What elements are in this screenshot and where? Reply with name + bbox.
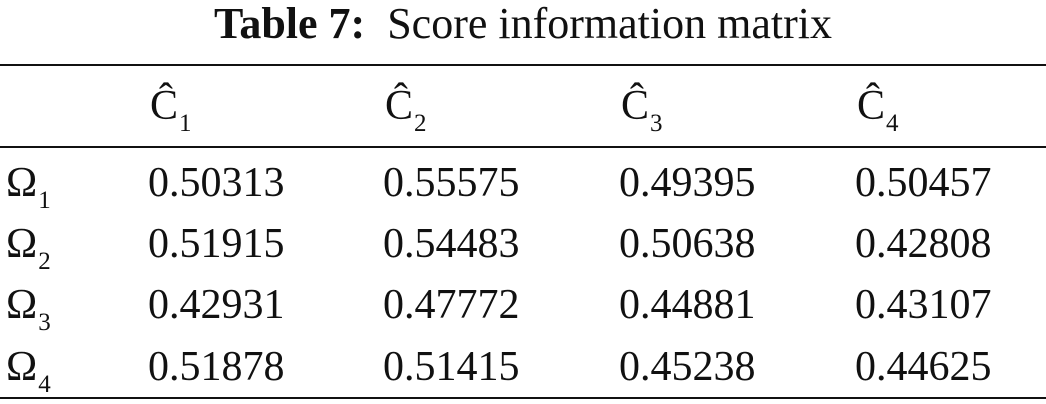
cell-value: 0.47772 — [383, 282, 520, 328]
column-header-subscript: 4 — [886, 110, 899, 137]
row-label-base: Ω — [6, 160, 38, 206]
row-label: Ω1 — [6, 160, 51, 213]
cell-value: 0.44881 — [619, 282, 756, 328]
row-label-base: Ω — [6, 221, 38, 267]
column-header-base: Ĉ — [621, 83, 650, 129]
cell-value: 0.51915 — [148, 221, 285, 267]
cell-value: 0.50457 — [855, 160, 992, 206]
cell-value: 0.54483 — [383, 221, 520, 267]
top-rule — [0, 64, 1046, 66]
column-header-subscript: 3 — [650, 110, 663, 137]
column-header: Ĉ2 — [385, 83, 427, 136]
row-label-base: Ω — [6, 282, 38, 328]
bottom-rule — [0, 397, 1046, 399]
row-label-subscript: 3 — [38, 309, 51, 336]
cell-value: 0.43107 — [855, 282, 992, 328]
column-header-base: Ĉ — [385, 83, 414, 129]
cell-value: 0.42931 — [148, 282, 285, 328]
column-header-subscript: 1 — [179, 110, 192, 137]
cell-value: 0.51878 — [148, 344, 285, 390]
cell-value: 0.49395 — [619, 160, 756, 206]
cell-value: 0.50638 — [619, 221, 756, 267]
row-label: Ω4 — [6, 344, 51, 397]
row-label-subscript: 4 — [38, 371, 51, 398]
caption: Table 7: Score information matrix — [0, 0, 1046, 48]
column-header-base: Ĉ — [857, 83, 886, 129]
column-header-base: Ĉ — [150, 83, 179, 129]
row-label: Ω2 — [6, 221, 51, 274]
cell-value: 0.42808 — [855, 221, 992, 267]
cell-value: 0.55575 — [383, 160, 520, 206]
column-header: Ĉ4 — [857, 83, 899, 136]
header-rule — [0, 146, 1046, 148]
column-header: Ĉ1 — [150, 83, 192, 136]
caption-label: Table 7: — [214, 0, 366, 48]
row-label-subscript: 1 — [38, 187, 51, 214]
row-label-base: Ω — [6, 344, 38, 390]
row-label-subscript: 2 — [38, 248, 51, 275]
cell-value: 0.44625 — [855, 344, 992, 390]
column-header: Ĉ3 — [621, 83, 663, 136]
cell-value: 0.50313 — [148, 160, 285, 206]
caption-text: Score information matrix — [387, 0, 832, 48]
cell-value: 0.51415 — [383, 344, 520, 390]
cell-value: 0.45238 — [619, 344, 756, 390]
row-label: Ω3 — [6, 282, 51, 335]
column-header-subscript: 2 — [414, 110, 427, 137]
